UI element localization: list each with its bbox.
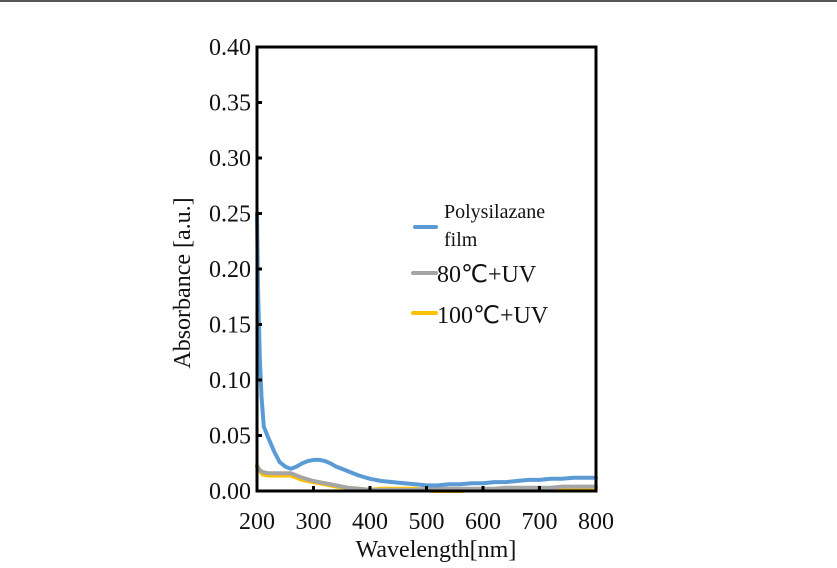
legend: Polysilazane film 80℃+UV 100℃+UV [411,201,549,329]
legend-label: film [444,229,478,251]
y-tick-label: 0.05 [209,424,251,450]
legend-label: Polysilazane [444,201,545,223]
x-tick-label: 400 [352,509,388,535]
y-tick-label: 0.30 [209,146,251,172]
x-tick-label: 800 [578,509,614,535]
y-axis-title: Absorbance [a.u.] [170,197,196,368]
x-axis-ticks: 200 300 400 500 600 700 800 [239,486,614,535]
y-tick-label: 0.35 [209,91,251,117]
x-tick-label: 300 [296,509,332,535]
legend-label: 100℃+UV [437,303,549,329]
x-tick-label: 200 [239,509,275,535]
x-tick-label: 500 [409,509,445,535]
x-axis-title: Wavelength[nm] [356,537,517,563]
legend-item-0: Polysilazane film [413,201,545,251]
series-line-0 [255,211,598,488]
legend-item-2: 100℃+UV [411,303,549,329]
y-tick-label: 0.40 [209,35,251,61]
x-tick-label: 700 [522,509,558,535]
series-layer [255,211,598,493]
legend-label: 80℃+UV [437,262,537,288]
plot-frame [255,45,598,493]
y-tick-label: 0.00 [209,479,251,505]
y-tick-label: 0.10 [209,368,251,394]
legend-item-1: 80℃+UV [411,262,537,288]
y-tick-label: 0.25 [209,202,251,228]
top-border-rule [0,0,837,2]
y-tick-label: 0.20 [209,257,251,283]
y-axis-ticks: 0.00 0.05 0.10 0.15 0.20 0.25 0.30 0.35 0.40 [209,35,262,505]
y-tick-label: 0.15 [209,313,251,339]
x-tick-label: 600 [465,509,501,535]
plot-border [255,45,598,493]
